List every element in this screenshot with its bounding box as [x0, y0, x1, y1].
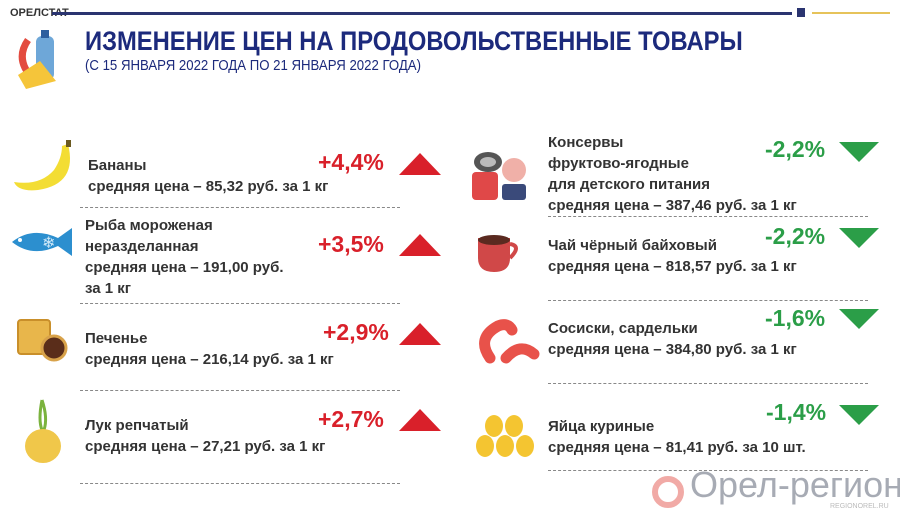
item-name: Яйца куриные: [548, 418, 655, 435]
item-name: Рыба мороженая: [85, 217, 213, 234]
triangle-down-icon: [839, 405, 879, 425]
page-subtitle: (С 15 ЯНВАРЯ 2022 ГОДА ПО 21 ЯНВАРЯ 2022…: [85, 57, 422, 74]
triangle-up-icon: [399, 234, 441, 256]
svg-text:❄: ❄: [42, 235, 55, 252]
item-name: Сосиски, сардельки: [548, 320, 698, 337]
item-price: средняя цена – 384,80 руб. за 1 кг: [548, 341, 797, 358]
item-price: средняя цена – 27,21 руб. за 1 кг: [85, 438, 326, 455]
triangle-up-icon: [399, 409, 441, 431]
price-change: +2,7%: [318, 406, 384, 432]
item-price: средняя цена – 216,14 руб. за 1 кг: [85, 351, 334, 368]
brand-label: ОРЕЛСТАТ: [10, 7, 69, 19]
watermark-logo-icon: [652, 476, 684, 508]
item-name: фруктово-ягодные: [548, 155, 689, 172]
divider: [80, 207, 400, 208]
triangle-up-icon: [399, 153, 441, 175]
item-name: неразделанная: [85, 238, 199, 255]
divider: [80, 483, 400, 484]
item-price: средняя цена – 387,46 руб. за 1 кг: [548, 197, 797, 214]
triangle-down-icon: [839, 309, 879, 329]
header-square: [797, 8, 805, 17]
price-change: +3,5%: [318, 231, 384, 257]
price-change: -2,2%: [765, 136, 826, 162]
item-price: средняя цена – 81,41 руб. за 10 шт.: [548, 439, 806, 456]
item-name: Печенье: [85, 330, 148, 347]
item-price: средняя цена – 818,57 руб. за 1 кг: [548, 258, 797, 275]
triangle-down-icon: [839, 142, 879, 162]
divider: [548, 470, 868, 471]
item-price: средняя цена – 191,00 руб.: [85, 259, 284, 276]
cookie-icon: [17, 319, 68, 362]
groceries-icon: [18, 30, 56, 89]
watermark-url: REGIONOREL.RU: [830, 503, 889, 510]
divider: [80, 390, 400, 391]
baby-food-icon: [472, 152, 526, 200]
divider: [548, 383, 868, 384]
sausage-icon: [479, 319, 540, 364]
onion-icon: [25, 399, 61, 463]
watermark-text: Орел-регион: [690, 464, 900, 505]
item-price: за 1 кг: [85, 280, 132, 297]
item-name: Лук репчатый: [85, 417, 189, 434]
triangle-up-icon: [399, 323, 441, 345]
price-change: +4,4%: [318, 149, 384, 175]
divider: [548, 300, 868, 301]
tea-cup-icon: [478, 235, 518, 272]
header-gold-line: [812, 12, 890, 14]
price-change: +2,9%: [323, 319, 389, 345]
price-change: -1,6%: [765, 305, 826, 331]
divider: [80, 303, 400, 304]
eggs-icon: [476, 415, 534, 457]
page-title: ИЗМЕНЕНИЕ ЦЕН НА ПРОДОВОЛЬСТВЕННЫЕ ТОВАР…: [85, 26, 743, 56]
item-name: Бананы: [88, 157, 147, 174]
price-change: -2,2%: [765, 223, 826, 249]
item-price: средняя цена – 85,32 руб. за 1 кг: [88, 178, 329, 195]
divider: [548, 216, 868, 217]
price-change: -1,4%: [766, 399, 827, 425]
triangle-down-icon: [839, 228, 879, 248]
item-name: для детского питания: [548, 176, 710, 193]
banana-icon: [14, 140, 71, 191]
header-divider: [52, 12, 792, 15]
fish-icon: ❄: [12, 228, 72, 256]
item-name: Консервы: [548, 134, 624, 151]
item-name: Чай чёрный байховый: [548, 237, 717, 254]
